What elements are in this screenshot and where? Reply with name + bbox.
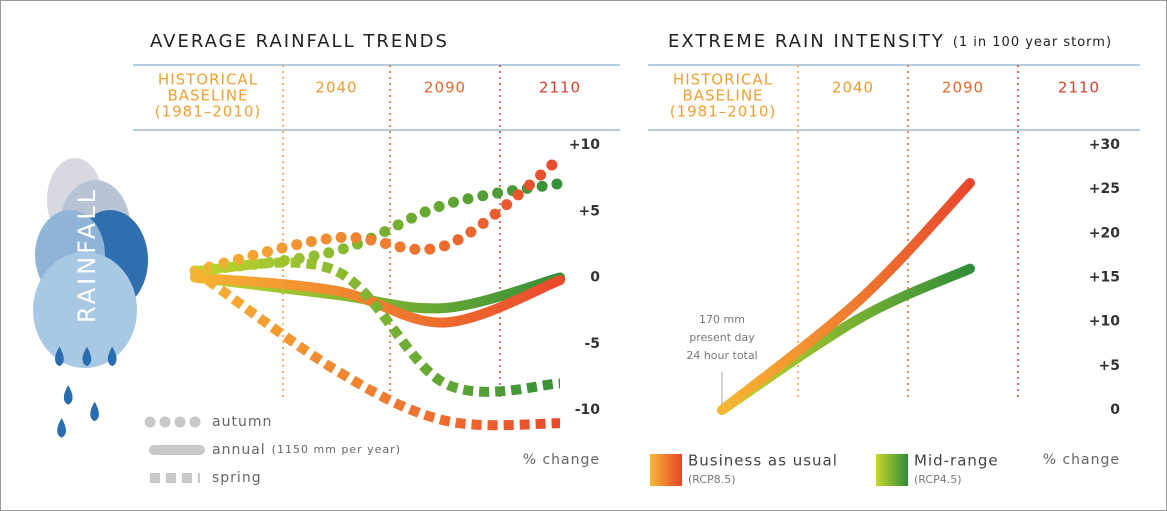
y-tick-label: +10 [1089, 314, 1120, 330]
y-tick-label: -5 [584, 336, 600, 352]
annotation: 24 hour total [686, 349, 757, 362]
y-axis-label: % change [523, 452, 600, 468]
legend-label: spring [212, 470, 262, 486]
data-line [717, 177, 975, 415]
legend-note: (RCP4.5) [914, 473, 962, 486]
side-label: RAINFALL [73, 187, 101, 323]
y-tick-label: +30 [1089, 137, 1120, 153]
y-tick-label: +5 [1099, 358, 1120, 374]
annotation: present day [689, 331, 755, 344]
data-line [194, 257, 561, 397]
y-tick-label: +5 [579, 203, 600, 219]
data-line [189, 177, 566, 277]
y-tick-label: +15 [1089, 270, 1120, 286]
category-label: 2040 [832, 79, 874, 97]
y-tick-label: 0 [590, 270, 600, 286]
category-label: BASELINE [167, 87, 248, 105]
legend-note: (1150 mm per year) [272, 443, 401, 456]
category-label: HISTORICAL [673, 71, 773, 89]
legend-label: Business as usual [688, 452, 838, 470]
legend-label: annual (1150 mm per year) [212, 442, 401, 458]
data-line [190, 272, 565, 328]
y-axis-label: % change [1043, 452, 1120, 468]
annotation: 170 mm [699, 313, 745, 326]
chart-title: AVERAGE RAINFALL TRENDS [150, 31, 449, 52]
category-label: 2040 [315, 79, 357, 97]
category-label: HISTORICAL [158, 71, 258, 89]
category-label: BASELINE [682, 87, 763, 105]
category-label: (1981–2010) [670, 103, 777, 121]
y-tick-label: +10 [569, 137, 600, 153]
category-label: 2090 [424, 79, 466, 97]
data-line [192, 266, 561, 431]
chart-subtitle: (1 in 100 year storm) [953, 35, 1112, 50]
category-label: 2110 [539, 79, 581, 97]
legend-note: (RCP8.5) [688, 473, 736, 486]
y-tick-label: +25 [1089, 181, 1120, 197]
category-label: 2110 [1058, 79, 1100, 97]
y-tick-label: +20 [1089, 225, 1120, 241]
legend-swatch [876, 454, 908, 486]
legend-swatch [650, 454, 682, 486]
data-line [189, 152, 566, 277]
category-label: 2090 [942, 79, 984, 97]
y-tick-label: 0 [1110, 402, 1120, 418]
cloud-icon [33, 158, 148, 438]
category-label: (1981–2010) [155, 103, 262, 121]
legend-label: Mid-range [914, 452, 999, 470]
y-tick-label: -10 [575, 402, 601, 418]
chart-title: EXTREME RAIN INTENSITY (1 in 100 year sto… [668, 31, 1112, 52]
legend-label: autumn [212, 414, 272, 430]
